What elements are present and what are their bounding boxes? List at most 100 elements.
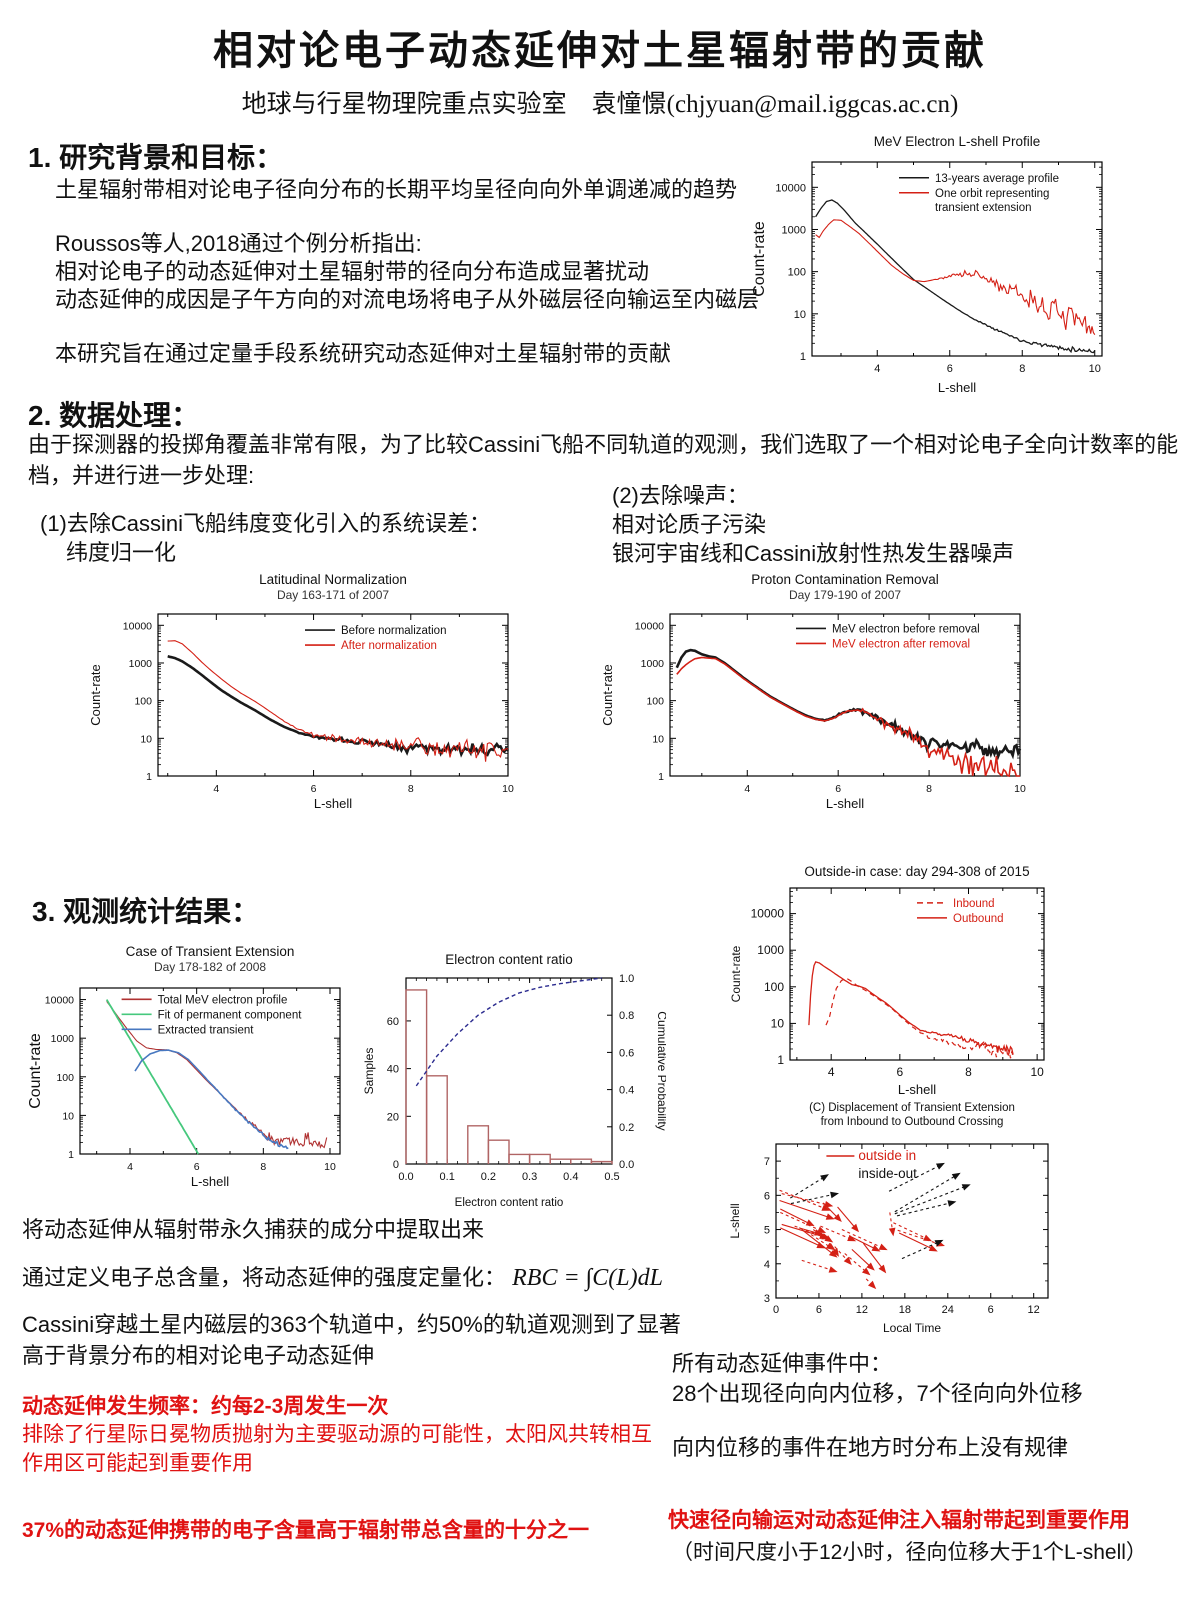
svg-text:Outbound: Outbound (953, 913, 1004, 925)
svg-text:Day 163-171 of 2007: Day 163-171 of 2007 (277, 588, 389, 602)
poster-title: 相对论电子动态延伸对土星辐射带的贡献 (213, 28, 987, 73)
svg-text:(C) Displacement of Transient: (C) Displacement of Transient Extension (809, 1102, 1015, 1114)
s1-line-4: 本研究旨在通过定量手段系统研究动态延伸对土星辐射带的贡献 (55, 341, 672, 366)
svg-text:7: 7 (764, 1156, 770, 1168)
svg-text:10000: 10000 (775, 182, 806, 194)
svg-text:100: 100 (134, 696, 152, 708)
svg-text:12: 12 (1028, 1304, 1040, 1316)
svg-text:100: 100 (646, 696, 664, 708)
svg-text:10000: 10000 (123, 620, 152, 632)
rbc-formula: RBC = ∫C(L)dL (512, 1265, 663, 1291)
s3-right-e: （时间尺度小于12小时，径向位移大于1个L-shell） (672, 1541, 1147, 1564)
svg-text:10: 10 (794, 309, 806, 321)
svg-text:0.5: 0.5 (604, 1171, 619, 1183)
svg-text:4: 4 (213, 783, 219, 795)
svg-text:100: 100 (788, 267, 806, 279)
s3-left-c: Cassini穿越土星内磁层的363个轨道中，约50%的轨道观测到了显著高于背景… (22, 1312, 681, 1368)
chart-proton-contamination-removal: 4 6 8 10 1 10 100 1000 10000 Proton Contamination… (600, 572, 1026, 811)
svg-text:10: 10 (62, 1110, 74, 1122)
svg-text:12: 12 (856, 1304, 868, 1316)
svg-text:L-shell: L-shell (314, 796, 352, 811)
svg-text:Total MeV electron profile: Total MeV electron profile (158, 994, 288, 1006)
svg-text:8: 8 (1019, 363, 1025, 375)
svg-text:60: 60 (387, 1016, 399, 1028)
svg-text:1000: 1000 (641, 658, 665, 670)
s2-item1-line1: (1)去除Cassini飞船纬度变化引入的系统误差： (40, 511, 492, 536)
s1-line-2: 相对论电子的动态延伸对土星辐射带的径向分布造成显著扰动 (55, 259, 650, 284)
svg-text:18: 18 (899, 1304, 911, 1316)
svg-text:Electron content ratio: Electron content ratio (455, 1197, 564, 1209)
svg-text:Fit of permanent component: Fit of permanent component (158, 1009, 303, 1021)
svg-text:0.8: 0.8 (619, 1010, 634, 1022)
svg-text:8: 8 (408, 783, 414, 795)
svg-text:from Inbound to Outbound Cross: from Inbound to Outbound Crossing (821, 1116, 1004, 1128)
svg-text:24: 24 (942, 1304, 954, 1316)
svg-text:6: 6 (194, 1161, 200, 1173)
svg-text:10: 10 (324, 1161, 336, 1173)
s3-left-f: 37%的动态延伸携带的电子含量高于辐射带总含量的十分之一 (22, 1519, 590, 1542)
svg-text:0: 0 (773, 1304, 779, 1316)
svg-text:4: 4 (828, 1065, 835, 1079)
svg-text:8: 8 (926, 783, 932, 795)
svg-text:MeV Electron L-shell Profile: MeV Electron L-shell Profile (874, 134, 1041, 149)
svg-text:0.6: 0.6 (619, 1047, 634, 1059)
svg-text:L-shell: L-shell (898, 1082, 936, 1097)
svg-text:Inbound: Inbound (953, 898, 995, 910)
svg-text:3: 3 (764, 1293, 770, 1305)
svg-text:After normalization: After normalization (341, 640, 437, 652)
svg-text:1: 1 (800, 351, 806, 363)
s3-left-e: 排除了行星际日冕物质抛射为主要驱动源的可能性，太阳风共转相互作用区可能起到重要作… (22, 1423, 652, 1476)
s1-line-0: 土星辐射带相对论电子径向分布的长期平均呈径向向外单调递减的趋势 (55, 177, 738, 202)
svg-text:0: 0 (393, 1159, 399, 1171)
section1-heading: 1. 研究背景和目标： (28, 142, 284, 173)
s3-right-a: 所有动态延伸事件中： (672, 1351, 893, 1376)
svg-text:Electron content ratio: Electron content ratio (445, 952, 573, 967)
section3-heading: 3. 观测统计结果： (32, 896, 260, 927)
svg-text:1: 1 (777, 1053, 784, 1067)
svg-text:10000: 10000 (635, 620, 664, 632)
svg-text:0.2: 0.2 (481, 1171, 496, 1183)
svg-text:Outside-in case: day 294-308 o: Outside-in case: day 294-308 of 2015 (804, 864, 1029, 879)
svg-text:L-shell: L-shell (191, 1174, 229, 1189)
svg-text:6: 6 (947, 363, 953, 375)
svg-text:10: 10 (1014, 783, 1026, 795)
svg-text:0.2: 0.2 (619, 1122, 634, 1134)
svg-text:10: 10 (1030, 1065, 1044, 1079)
s3-left-b: 通过定义电子总含量，将动态延伸的强度定量化： RBC = ∫C(L)dL (22, 1260, 663, 1292)
svg-text:MeV electron before removal: MeV electron before removal (832, 623, 980, 635)
svg-text:inside-out: inside-out (858, 1166, 917, 1181)
svg-text:6: 6 (311, 783, 317, 795)
svg-text:Before normalization: Before normalization (341, 625, 446, 637)
svg-text:10: 10 (771, 1016, 785, 1030)
svg-text:Extracted transient: Extracted transient (158, 1024, 255, 1036)
svg-text:4: 4 (764, 1259, 770, 1271)
svg-text:1000: 1000 (129, 658, 153, 670)
svg-text:6: 6 (816, 1304, 822, 1316)
s2-item2-line2: 相对论质子污染 (612, 512, 767, 537)
s3-right-d: 快速径向输运对动态延伸注入辐射带起到重要作用 (668, 1509, 1130, 1532)
svg-text:100: 100 (764, 980, 784, 994)
s2-item2-line1: (2)去除噪声： (612, 483, 749, 508)
svg-text:Count-rate: Count-rate (600, 664, 615, 725)
svg-text:10: 10 (1089, 363, 1101, 375)
chart-mev-lshell-profile: 4 6 8 10 1 10 100 1000 10000 MeV Electron L-shell… (751, 134, 1103, 395)
svg-text:L-shell: L-shell (826, 796, 864, 811)
svg-text:4: 4 (127, 1161, 133, 1173)
svg-text:Samples: Samples (362, 1048, 376, 1095)
s3-left-a: 将动态延伸从辐射带永久捕获的成分中提取出来 (22, 1217, 485, 1242)
svg-text:1: 1 (146, 771, 152, 783)
s2-item1-line2: 纬度归一化 (66, 540, 177, 565)
svg-text:10: 10 (140, 733, 152, 745)
svg-text:1000: 1000 (757, 943, 784, 957)
svg-text:40: 40 (387, 1064, 399, 1076)
chart-outside-in-case: 4 6 8 10 1 10 100 1000 10000 Outside-in case: day… (729, 864, 1045, 1097)
svg-text:1000: 1000 (782, 224, 806, 236)
svg-text:Local Time: Local Time (883, 1321, 941, 1335)
svg-text:8: 8 (260, 1161, 266, 1173)
svg-text:Latitudinal Normalization: Latitudinal Normalization (259, 572, 407, 587)
svg-text:6: 6 (896, 1065, 903, 1079)
svg-text:Proton Contamination Removal: Proton Contamination Removal (751, 572, 939, 587)
svg-text:MeV electron after removal: MeV electron after removal (832, 638, 970, 650)
s3-right-b: 28个出现径向向内位移，7个径向向外位移 (672, 1381, 1083, 1406)
svg-text:10: 10 (502, 783, 514, 795)
